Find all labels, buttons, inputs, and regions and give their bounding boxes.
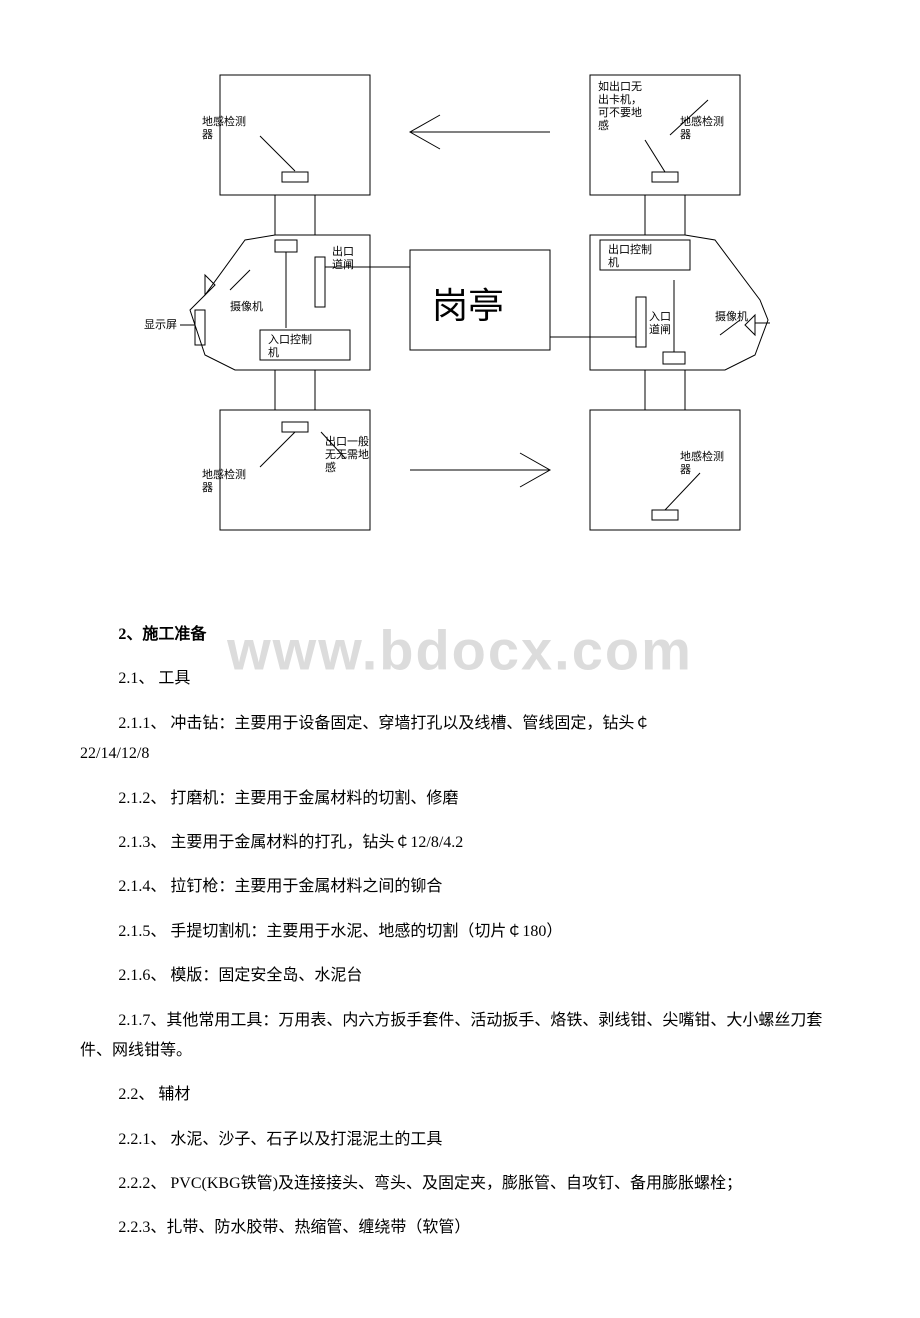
lbl-display: 显示屏 bbox=[144, 318, 177, 331]
lbl-exit-gate-1: 出口 bbox=[332, 244, 354, 258]
lbl-sensor-bl-2: 器 bbox=[202, 481, 213, 494]
lbl-exit-noneed-2: 无无需地 bbox=[325, 448, 369, 461]
lbl-sensor-br-2: 器 bbox=[680, 463, 691, 476]
p-2-1-6: 2.1.6、 模版：固定安全岛、水泥台 bbox=[80, 961, 840, 991]
p-2-1-2: 2.1.2、 打磨机：主要用于金属材料的切割、修磨 bbox=[80, 784, 840, 814]
p-2-2-1: 2.2.1、 水泥、沙子、石子以及打混泥土的工具 bbox=[80, 1125, 840, 1155]
p-2-2: 2.2、 辅材 bbox=[80, 1080, 840, 1110]
lbl-out-ctrl-1: 出口控制 bbox=[608, 242, 652, 256]
lbl-in-ctrl-1: 入口控制 bbox=[268, 332, 312, 346]
p-2-1-7: 2.1.7、其他常用工具：万用表、内六方扳手套件、活动扳手、烙铁、剥线钳、尖嘴钳… bbox=[80, 1006, 840, 1067]
lbl-exit-noneed-1: 出口一般 bbox=[325, 434, 369, 448]
p-2-2-2: 2.2.2、 PVC(KBG铁管)及连接接头、弯头、及固定夹，膨胀管、自攻钉、备… bbox=[80, 1169, 840, 1199]
lbl-sensor-tl2: 器 bbox=[202, 128, 213, 141]
lbl-sensor-bl-1: 地感检测 bbox=[202, 467, 246, 481]
p-2-2-3: 2.2.3、扎带、防水胶带、热缩管、缠绕带（软管） bbox=[80, 1213, 840, 1243]
lbl-exit-gate-2: 道闸 bbox=[332, 257, 354, 271]
lbl-camera-r: 摄像机 bbox=[715, 309, 748, 323]
lbl-note-tr-2: 出卡机， bbox=[598, 92, 642, 106]
lbl-in-gate-2: 道闸 bbox=[649, 322, 671, 336]
lbl-center: 岗亭 bbox=[432, 286, 504, 326]
p-2-1-1b: 22/14/12/8 bbox=[80, 745, 149, 762]
p-2-1-4: 2.1.4、 拉钉枪：主要用于金属材料之间的铆合 bbox=[80, 872, 840, 902]
lbl-out-ctrl-2: 机 bbox=[608, 255, 619, 269]
lbl-sensor-tr2: 器 bbox=[680, 128, 691, 141]
lbl-note-tr-4: 感 bbox=[598, 119, 609, 132]
lbl-camera-l: 摄像机 bbox=[230, 299, 263, 313]
p-2-1: 2.1、 工具 bbox=[80, 664, 840, 694]
lbl-in-gate-1: 入口 bbox=[649, 311, 671, 323]
lbl-note-tr-3: 可不要地 bbox=[598, 106, 642, 119]
layout-diagram: 地感检测 器 如出口无 出卡机， 可不要地 感 地感检测 器 出口 道闸 摄像机… bbox=[100, 60, 820, 600]
lbl-sensor-tr: 地感检测 bbox=[680, 114, 724, 128]
p-2-1-3: 2.1.3、 主要用于金属材料的打孔，钻头￠12/8/4.2 bbox=[80, 828, 840, 858]
lbl-sensor-tl: 地感检测 bbox=[202, 114, 246, 128]
document-body: 2、施工准备 2.1、 工具 2.1.1、 冲击钻：主要用于设备固定、穿墙打孔以… bbox=[80, 620, 840, 1244]
lbl-note-tr-1: 如出口无 bbox=[598, 79, 642, 93]
p-2-1-5: 2.1.5、 手提切割机：主要用于水泥、地感的切割（切片￠180） bbox=[80, 917, 840, 947]
lbl-in-ctrl-2: 机 bbox=[268, 345, 279, 359]
p-2-1-1a: 2.1.1、 冲击钻：主要用于设备固定、穿墙打孔以及线槽、管线固定，钻头￠ bbox=[80, 709, 650, 739]
diagram-svg: 地感检测 器 如出口无 出卡机， 可不要地 感 地感检测 器 出口 道闸 摄像机… bbox=[100, 60, 820, 600]
lbl-sensor-br-1: 地感检测 bbox=[680, 449, 724, 463]
section-2-title: 2、施工准备 bbox=[80, 620, 840, 650]
lbl-exit-noneed-3: 感 bbox=[325, 461, 336, 474]
